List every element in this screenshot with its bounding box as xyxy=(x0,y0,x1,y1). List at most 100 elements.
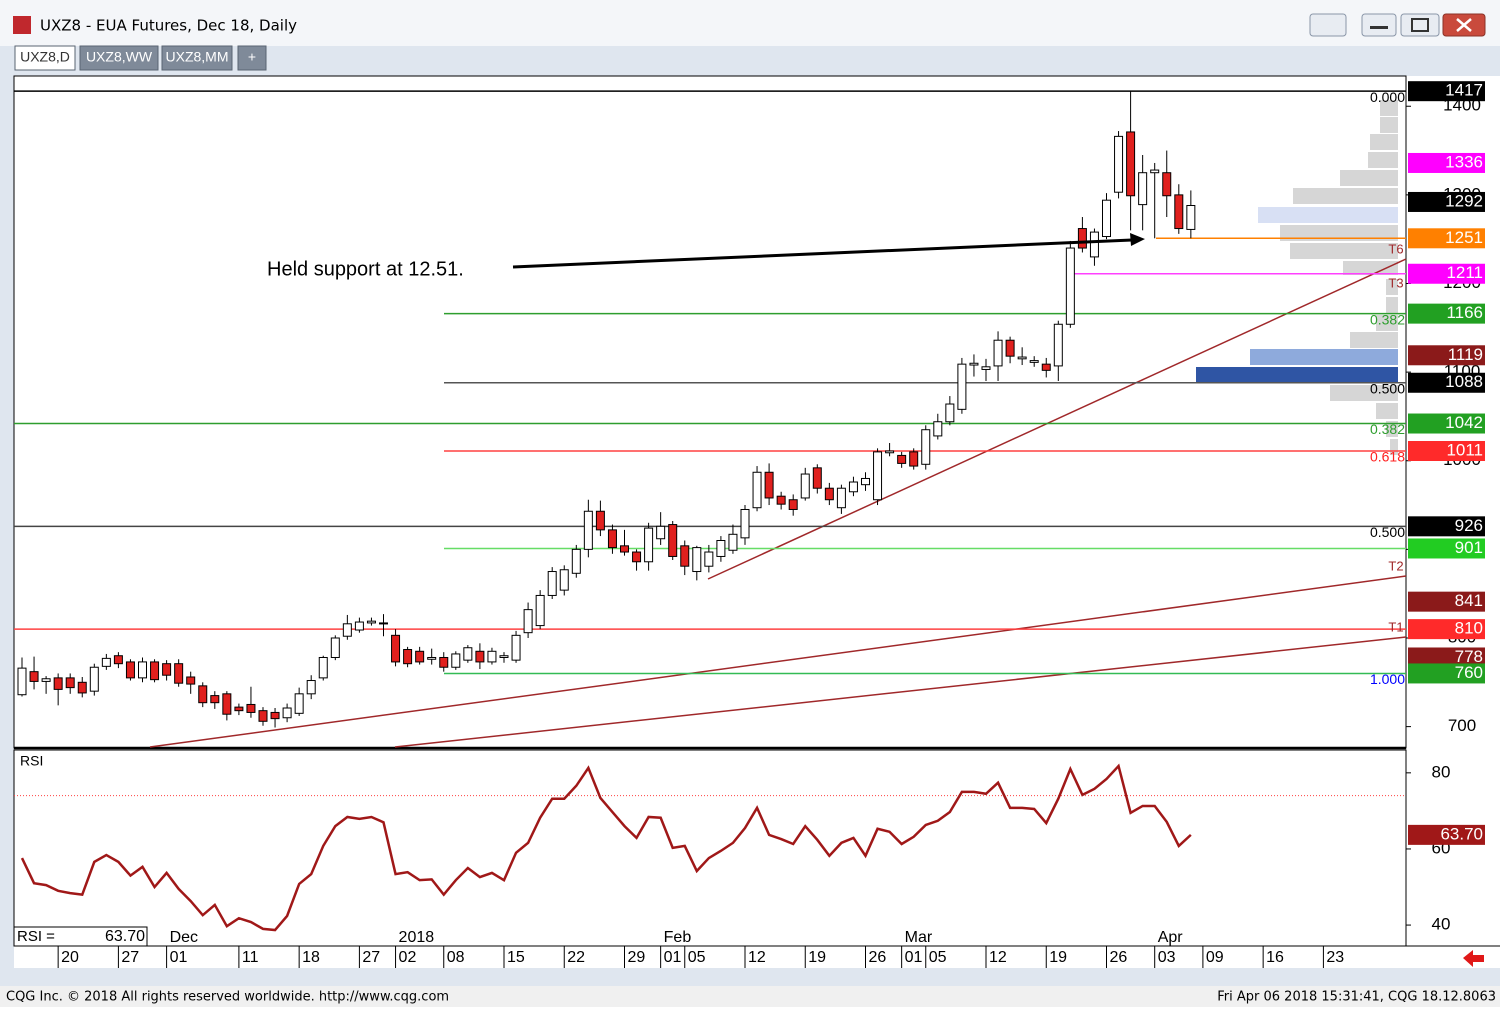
month-label: Mar xyxy=(905,929,933,946)
candle-body xyxy=(957,363,967,410)
x-tick-label: 20 xyxy=(61,949,79,966)
candle-body xyxy=(138,661,147,679)
price-marker-label: 926 xyxy=(1455,516,1483,535)
price-marker-label: 810 xyxy=(1455,619,1483,638)
plot: 700800900100011001200130014000.0000.3820… xyxy=(13,81,1485,968)
x-tick-label: 27 xyxy=(121,949,139,966)
price-marker-label: 1211 xyxy=(1446,263,1483,282)
trendline xyxy=(149,575,1407,748)
candle-body xyxy=(1065,247,1075,325)
candle-body xyxy=(222,693,232,715)
x-tick-label: 01 xyxy=(170,949,188,966)
x-tick-label: 08 xyxy=(447,949,465,966)
annotation-arrow xyxy=(512,238,1133,269)
candle-body xyxy=(993,339,1003,367)
candle-body xyxy=(463,647,473,661)
candle-body xyxy=(53,677,63,690)
profile-bar xyxy=(1370,134,1398,150)
profile-bar xyxy=(1293,188,1398,204)
rsi-readout-label: RSI = xyxy=(17,928,55,945)
y-tick-label: 700 xyxy=(1448,716,1476,735)
profile-bar xyxy=(1386,279,1398,295)
candle-body xyxy=(1186,205,1196,230)
status-bar xyxy=(0,986,1500,1007)
candle-body xyxy=(740,508,750,539)
candle-body xyxy=(969,362,979,366)
candle-body xyxy=(933,421,943,437)
candle-body xyxy=(620,545,629,553)
trend-label: T2 xyxy=(1388,558,1403,573)
candle-body xyxy=(861,477,870,486)
x-tick-label: 26 xyxy=(1110,949,1128,966)
tab-label[interactable]: + xyxy=(248,49,256,65)
candle-body xyxy=(1114,135,1124,193)
profile-bar xyxy=(1376,403,1398,419)
candle-body xyxy=(728,533,738,551)
candle-body xyxy=(89,666,99,692)
fib-label: 0.000 xyxy=(1370,89,1405,105)
minimize-button[interactable] xyxy=(1361,13,1397,37)
price-marker xyxy=(1408,81,1485,102)
candle-body xyxy=(439,656,449,668)
tab-label[interactable]: UXZ8,D xyxy=(20,49,70,65)
candle-body xyxy=(836,487,846,509)
price-marker xyxy=(1408,303,1485,324)
candle-body xyxy=(77,681,87,694)
candle-body xyxy=(981,366,991,370)
candle-body xyxy=(234,706,244,712)
candle-body xyxy=(403,649,413,665)
tab[interactable] xyxy=(237,45,267,71)
profile-bar xyxy=(1376,315,1398,331)
fib-label: 0.618 xyxy=(1370,449,1405,465)
x-tick-label: 19 xyxy=(808,949,826,966)
candle-body xyxy=(354,621,364,631)
candle-body xyxy=(342,623,352,637)
candle-body xyxy=(812,467,822,489)
tab[interactable] xyxy=(14,45,76,71)
volume-profile xyxy=(1196,100,1398,455)
price-marker-label: 1042 xyxy=(1445,413,1483,432)
price-marker xyxy=(1408,619,1485,640)
trend-label: T6 xyxy=(1388,241,1403,256)
candle-body xyxy=(1017,356,1027,360)
candle-body xyxy=(29,671,39,682)
candle-body xyxy=(800,473,810,499)
close-icon xyxy=(1456,18,1472,32)
candle-body xyxy=(1089,231,1099,258)
tab-label[interactable]: UXZ8,WW xyxy=(86,49,153,65)
link-button[interactable] xyxy=(1309,13,1347,37)
price-marker xyxy=(1408,345,1485,366)
candle-body xyxy=(1174,194,1184,230)
maximize-button[interactable] xyxy=(1400,13,1440,37)
month-label: 2018 xyxy=(399,929,435,946)
fib-label: 1.000 xyxy=(1370,671,1405,687)
x-tick-label: 26 xyxy=(869,949,887,966)
tab-label[interactable]: UXZ8,MM xyxy=(166,49,229,65)
candle-body xyxy=(511,634,521,661)
candle-body xyxy=(535,594,545,627)
tab[interactable] xyxy=(161,45,233,71)
fib-label: 0.382 xyxy=(1370,421,1405,437)
x-tick-label: 11 xyxy=(242,949,259,966)
price-marker xyxy=(1408,263,1485,284)
profile-bar xyxy=(1340,170,1398,186)
candle-body xyxy=(704,551,714,567)
candle-body xyxy=(909,451,919,467)
profile-bar xyxy=(1368,152,1398,168)
annotation: Held support at 12.51. xyxy=(267,258,464,280)
scroll-arrow[interactable] xyxy=(1463,950,1484,967)
candle-body xyxy=(186,676,196,685)
rsi-marker xyxy=(1408,824,1485,845)
candle-body xyxy=(306,680,316,695)
rsi-marker-label: 63.70 xyxy=(1440,824,1483,843)
candle-body xyxy=(1041,363,1051,371)
profile-bar xyxy=(1390,439,1398,455)
candle-body xyxy=(848,481,858,493)
price-marker xyxy=(1408,440,1485,461)
arrow-head xyxy=(1130,233,1145,246)
price-marker-label: 1011 xyxy=(1446,440,1483,459)
candle-body xyxy=(125,661,135,679)
tab[interactable] xyxy=(79,45,159,71)
profile-bar xyxy=(1330,385,1398,401)
candle-body xyxy=(379,622,388,625)
